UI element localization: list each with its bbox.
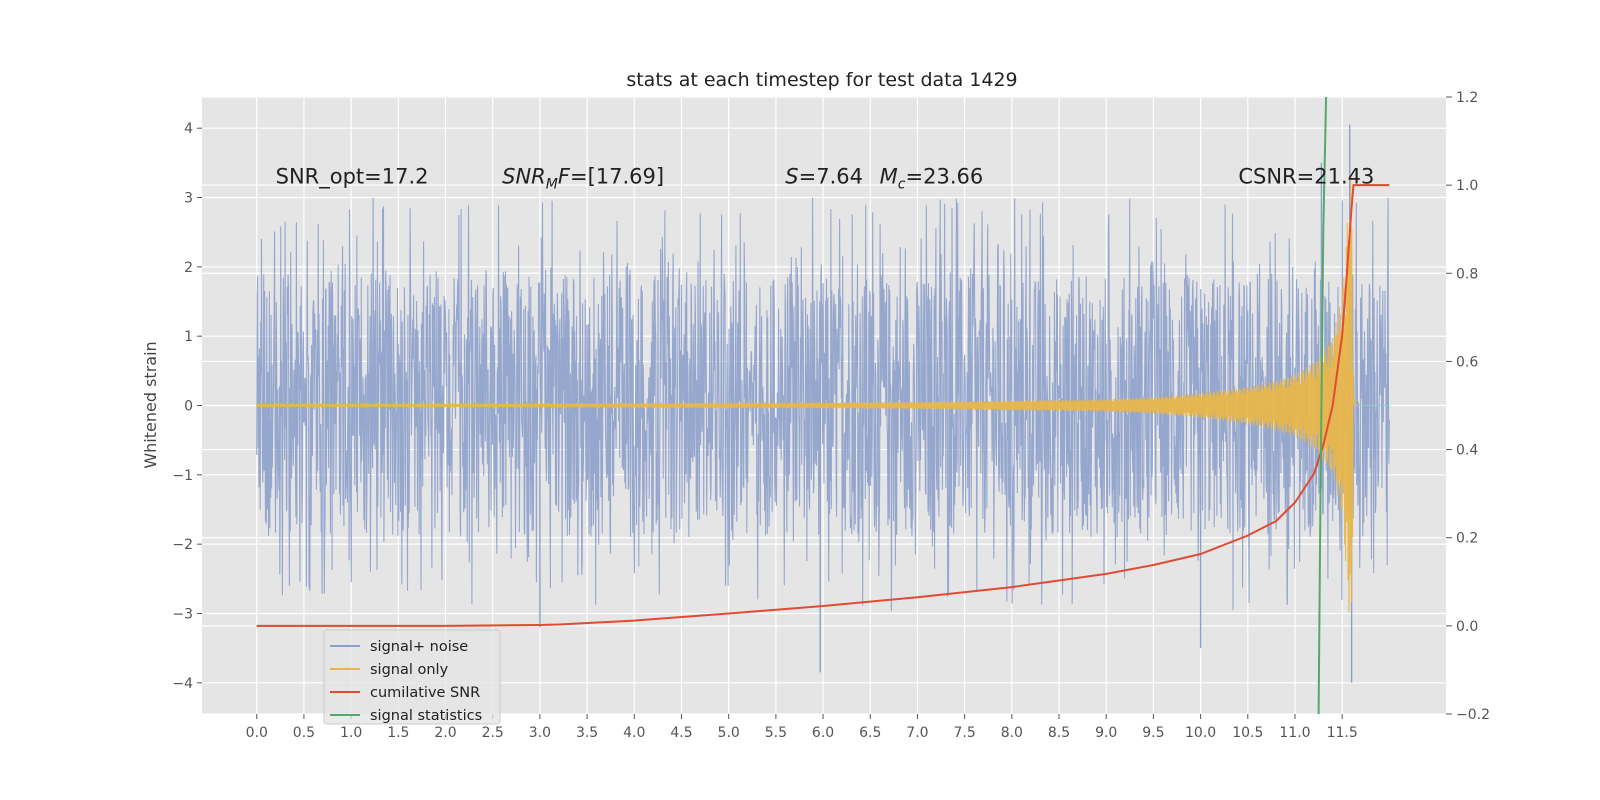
y-tick-label: 3	[184, 191, 193, 207]
y2-tick-label: 0.4	[1456, 443, 1478, 459]
y-tick-label: −2	[172, 537, 193, 553]
legend-box	[323, 629, 501, 725]
x-tick-label: 0.5	[293, 725, 315, 741]
annotation-text: SNRMF=[17.69]	[502, 165, 664, 193]
annotation-text: S=7.64	[785, 165, 863, 189]
x-tick-label: 7.5	[954, 725, 976, 741]
chart-title: stats at each timestep for test data 142…	[626, 69, 1017, 91]
x-tick-label: 4.5	[670, 725, 692, 741]
annotations: SNR_opt=17.2 SNRMF=[17.69] S=7.64 Mc=23.66 C…	[276, 165, 1375, 193]
legend-label: cumilative SNR	[370, 685, 480, 701]
x-tick-label: 6.5	[859, 725, 881, 741]
legend-label: signal+ noise	[370, 639, 468, 655]
y2-tick-label: −0.2	[1456, 707, 1490, 723]
y-tick-label: −1	[172, 468, 193, 484]
legend-label: signal statistics	[370, 708, 482, 724]
y2-tick-label: 0.8	[1456, 266, 1478, 282]
x-tick-label: 6.0	[812, 725, 834, 741]
series-signal-statistics-line	[1317, 97, 1328, 714]
x-tick-label: 9.0	[1095, 725, 1117, 741]
series-cumilative-snr-line	[256, 184, 1390, 627]
legend: signal+ noise signal only cumilative SNR si…	[323, 629, 501, 725]
annotation-text: Mc=23.66	[880, 165, 984, 193]
x-tick-label: 10.5	[1232, 725, 1263, 741]
x-tick-label: 2.0	[434, 725, 456, 741]
y2-tick-label: 0.2	[1456, 531, 1478, 547]
x-tick-label: 8.5	[1048, 725, 1070, 741]
legend-label: signal only	[370, 662, 449, 678]
x-tick-label: 1.0	[340, 725, 362, 741]
y2-tick-label: 0.6	[1456, 354, 1478, 370]
series-signal-noise-line	[256, 197, 1390, 612]
x-tick-label: 4.0	[623, 725, 645, 741]
x-tick-label: 9.5	[1142, 725, 1164, 741]
y-tick-label: −3	[172, 606, 193, 622]
x-tick-label: 3.5	[576, 725, 598, 741]
x-tick-label: 5.0	[718, 725, 740, 741]
y-tick-label: 1	[184, 329, 193, 345]
x-tick-label: 3.0	[529, 725, 551, 741]
series-signal-only-line	[256, 174, 1390, 613]
y-tick-label: 2	[184, 260, 193, 276]
y-tick-label: −4	[172, 676, 193, 692]
x-tick-label: 7.0	[906, 725, 928, 741]
x-tick-label: 0.0	[246, 725, 268, 741]
data-layer	[256, 97, 1390, 714]
x-tick-label: 8.0	[1001, 725, 1023, 741]
x-tick-label: 5.5	[765, 725, 787, 741]
y2-tick-label: 0.0	[1456, 619, 1478, 635]
y-tick-label: 4	[184, 121, 193, 137]
x-tick-label: 10.0	[1185, 725, 1216, 741]
annotation-text: SNR_opt=17.2	[276, 165, 429, 190]
x-tick-label: 11.0	[1279, 725, 1310, 741]
annotation-text: CSNR=21.43	[1238, 165, 1374, 189]
x-tick-label: 11.5	[1327, 725, 1358, 741]
x-tick-label: 1.5	[387, 725, 409, 741]
x-tick-label: 2.5	[482, 725, 504, 741]
y-tick-label: 0	[184, 399, 193, 415]
y2-tick-label: 1.2	[1456, 90, 1478, 106]
y2-tick-label: 1.0	[1456, 178, 1478, 194]
y-axis-label: Whitened strain	[141, 341, 160, 468]
